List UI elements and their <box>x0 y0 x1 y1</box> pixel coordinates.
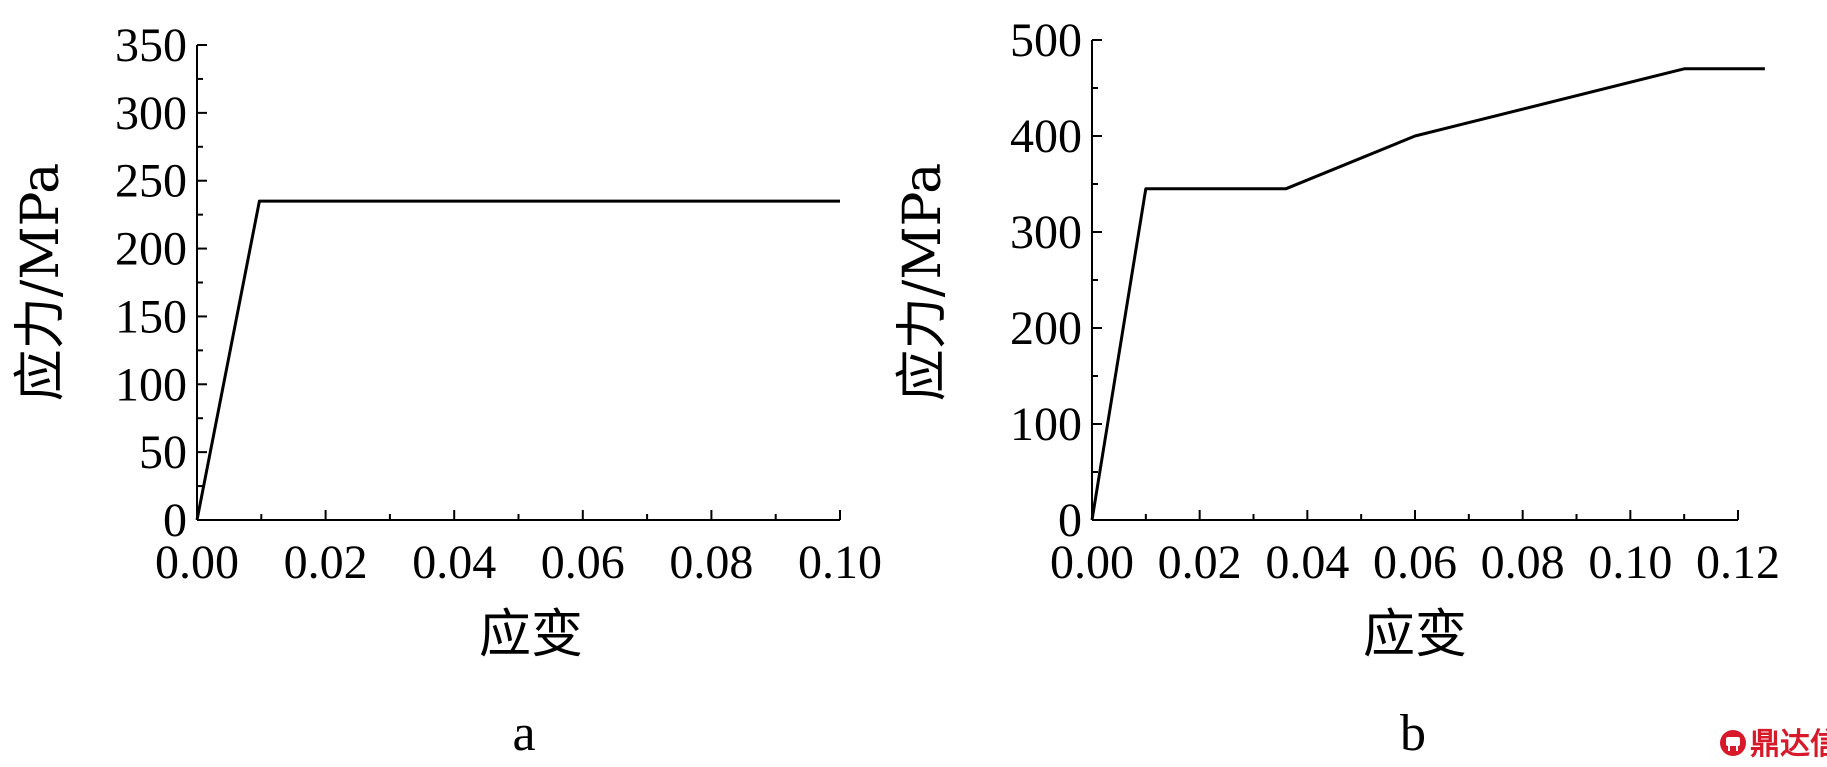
y-tick-label: 100 <box>1010 398 1082 451</box>
panel-a-series <box>195 199 840 521</box>
x-tick-label: 0.00 <box>1050 536 1134 589</box>
panel-b-series <box>1090 67 1765 521</box>
y-tick-label: 300 <box>115 87 187 140</box>
watermark-logo: 鼎达信 <box>1720 727 1827 762</box>
x-tick-label: 0.06 <box>1373 536 1457 589</box>
x-tick-label: 0.04 <box>412 536 496 589</box>
y-tick-label: 150 <box>115 290 187 343</box>
chart-panel-b: 0 100 200 300 400 500 0.00 0.02 0.04 0.06 0.08 0.1… <box>893 14 1780 762</box>
panel-a-label: a <box>512 705 535 762</box>
y-tick-label: 0 <box>163 494 187 547</box>
x-tick-label: 0.10 <box>1588 536 1672 589</box>
panel-b-series-line <box>1090 67 1765 521</box>
panel-a-x-ticks: 0.00 0.02 0.04 0.06 0.08 0.10 <box>155 510 882 589</box>
y-tick-label: 50 <box>139 426 187 479</box>
watermark-text: 鼎达信 <box>1750 727 1827 762</box>
y-tick-label: 200 <box>115 223 187 276</box>
y-tick-label: 300 <box>1010 206 1082 259</box>
y-tick-label: 350 <box>115 19 187 72</box>
y-tick-label: 400 <box>1010 110 1082 163</box>
x-tick-label: 0.08 <box>669 536 753 589</box>
panel-b-label: b <box>1400 705 1426 762</box>
x-tick-label: 0.06 <box>541 536 625 589</box>
panel-a-x-axis-title: 应变 <box>479 605 583 665</box>
panel-a-axes <box>196 45 840 521</box>
x-tick-label: 0.12 <box>1696 536 1780 589</box>
x-tick-label: 0.08 <box>1481 536 1565 589</box>
panel-b-y-ticks: 0 100 200 300 400 500 <box>1010 14 1102 547</box>
x-tick-label: 0.10 <box>798 536 882 589</box>
x-tick-label: 0.02 <box>284 536 368 589</box>
y-tick-label: 250 <box>115 155 187 208</box>
y-tick-label: 500 <box>1010 14 1082 67</box>
panel-b-x-ticks: 0.00 0.02 0.04 0.06 0.08 0.10 0.12 <box>1050 510 1780 589</box>
panel-a-y-axis-title: 应力/MPa <box>11 163 71 401</box>
x-tick-label: 0.00 <box>155 536 239 589</box>
x-tick-label: 0.02 <box>1158 536 1242 589</box>
x-tick-label: 0.04 <box>1265 536 1349 589</box>
panel-b-axes <box>1091 40 1738 521</box>
panel-a-series-line <box>195 199 840 521</box>
y-tick-label: 100 <box>115 358 187 411</box>
panel-a-y-ticks: 0 50 100 150 200 250 300 350 <box>115 19 207 547</box>
panel-b-x-axis-title: 应变 <box>1363 605 1467 665</box>
y-tick-label: 200 <box>1010 302 1082 355</box>
panel-b-y-axis-title: 应力/MPa <box>893 163 953 401</box>
y-tick-label: 0 <box>1058 494 1082 547</box>
